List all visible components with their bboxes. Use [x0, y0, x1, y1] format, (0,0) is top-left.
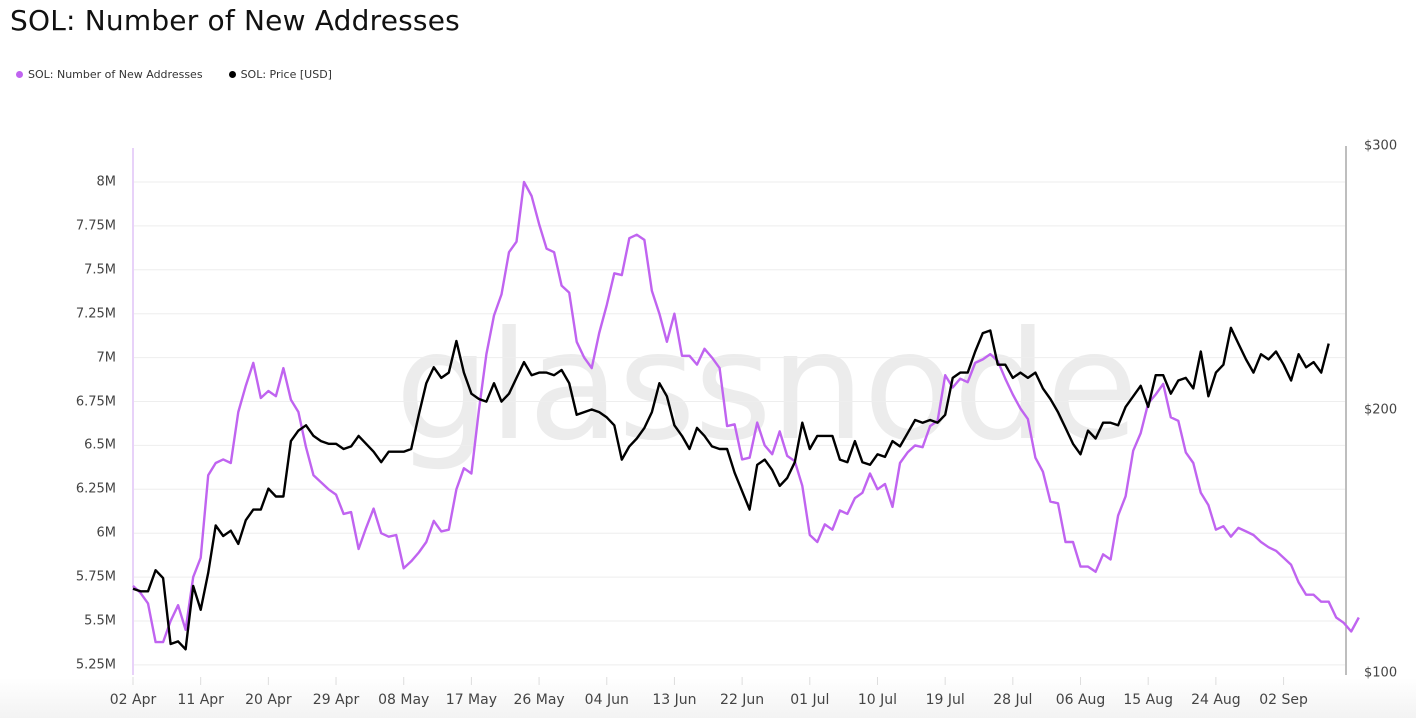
y-axis-tick-label: 8M	[96, 174, 117, 190]
legend-label: SOL: Price [USD]	[240, 68, 332, 81]
x-axis-band	[0, 678, 1416, 718]
y-axis-tick-label: 6.25M	[75, 481, 116, 497]
x-axis-tick-label: 15 Aug	[1123, 692, 1173, 708]
gridlines	[134, 181, 1345, 666]
y-axis-tick-label: 5.5M	[84, 613, 116, 629]
y-axis-tick-label: 6.75M	[75, 394, 116, 409]
y-axis-tick-label: 7.5M	[84, 262, 116, 278]
x-axis-tick-label: 24 Aug	[1191, 692, 1241, 708]
series-new-addresses-line	[132, 180, 1360, 644]
x-axis-tick-label: 26 May	[513, 692, 565, 708]
y-axis-tick-label: 5.25M	[75, 657, 116, 673]
y-axis-tick-label: 6.5M	[84, 437, 116, 453]
x-axis-tick-label: 28 Jul	[993, 692, 1033, 708]
legend-item-new-addresses[interactable]: SOL: Number of New Addresses	[16, 68, 203, 81]
x-axis-tick-label: 02 Sep	[1259, 692, 1308, 708]
y-axis-tick-label: 7.25M	[75, 306, 116, 322]
x-axis-tick-label: 29 Apr	[312, 692, 360, 708]
x-axis-tick-label: 06 Aug	[1055, 692, 1106, 708]
x-axis-ticks	[132, 677, 1285, 685]
x-axis-tick-label: 11 Apr	[177, 692, 224, 708]
y-axis-tick-label: 7M	[96, 350, 117, 366]
y-axis-tick-label: 7.75M	[75, 218, 116, 234]
x-axis-tick-label: 22 Jun	[720, 692, 765, 708]
x-axis-tick-label: 08 May	[378, 692, 430, 708]
chart-legend: SOL: Number of New Addresses SOL: Price …	[16, 68, 332, 81]
y2-axis-tick-label: $300	[1364, 138, 1398, 154]
x-axis-tick-label: 13 Jun	[652, 692, 697, 708]
x-axis-tick-label: 02 Apr	[109, 692, 157, 708]
y-axis-tick-label: 6M	[96, 525, 117, 541]
legend-label: SOL: Number of New Addresses	[28, 68, 203, 81]
x-axis-tick-label: 19 Jul	[925, 692, 965, 708]
legend-item-price[interactable]: SOL: Price [USD]	[228, 68, 332, 81]
x-axis-tick-label: 04 Jun	[584, 692, 629, 708]
y2-axis-tick-label: $100	[1364, 665, 1398, 681]
x-axis-tick-label: 01 Jul	[790, 692, 830, 708]
y2-axis-tick-label: $200	[1364, 402, 1398, 417]
legend-dot-icon	[16, 71, 23, 78]
x-axis-tick-label: 17 May	[445, 692, 497, 708]
legend-dot-icon	[228, 71, 236, 78]
x-axis-tick-label: 20 Apr	[245, 692, 292, 708]
y-axis-tick-label: 5.75M	[75, 569, 116, 585]
x-axis-tick-label: 10 Jul	[857, 692, 898, 708]
chart-title: SOL: Number of New Addresses	[10, 4, 460, 37]
series-price-line	[132, 326, 1330, 651]
